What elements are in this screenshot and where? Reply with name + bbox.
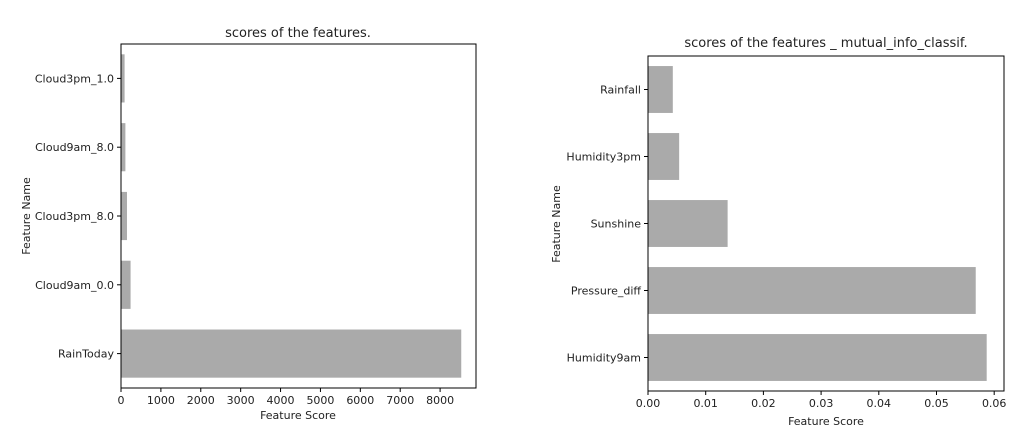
- bar: [648, 267, 976, 314]
- bar: [648, 66, 673, 113]
- y-tick-label: Cloud3pm_1.0: [35, 72, 114, 85]
- bar: [648, 334, 987, 381]
- x-tick-label: 0.00: [636, 397, 661, 410]
- bar: [121, 191, 127, 241]
- x-tick-label: 5000: [306, 394, 334, 407]
- bar: [648, 133, 680, 180]
- x-tick-label: 0.03: [809, 397, 834, 410]
- bar: [121, 54, 125, 103]
- x-tick-label: 0: [118, 394, 125, 407]
- x-tick-label: 4000: [267, 394, 295, 407]
- chart-title: scores of the features _ mutual_info_cla…: [684, 36, 967, 51]
- bar: [121, 123, 126, 172]
- y-tick-label: Humidity3pm: [566, 151, 641, 164]
- x-tick-label: 0.06: [982, 397, 1007, 410]
- bar: [121, 260, 131, 309]
- x-tick-label: 0.01: [693, 397, 718, 410]
- x-tick-label: 8000: [426, 394, 454, 407]
- x-tick-label: 0.02: [751, 397, 776, 410]
- y-axis-label: Feature Name: [550, 185, 563, 263]
- chart-mutual-info-scores: scores of the features _ mutual_info_cla…: [550, 36, 1006, 428]
- x-tick-label: 2000: [187, 394, 215, 407]
- plot-frame: [647, 55, 1005, 392]
- x-axis-label: Feature Score: [788, 415, 864, 428]
- y-axis-label: Feature Name: [20, 177, 33, 255]
- chart-feature-scores: scores of the features. Feature Score Fe…: [20, 26, 477, 422]
- x-tick-label: 1000: [147, 394, 175, 407]
- bar: [648, 200, 728, 247]
- x-tick-label: 0.04: [867, 397, 892, 410]
- y-tick-label: Cloud9am_0.0: [35, 279, 114, 292]
- y-tick-label: Humidity9am: [567, 352, 641, 365]
- x-axis-label: Feature Score: [260, 409, 336, 422]
- x-tick-label: 6000: [346, 394, 374, 407]
- y-tick-label: Sunshine: [591, 218, 642, 231]
- y-tick-label: Cloud9am_8.0: [35, 141, 114, 154]
- chart-title: scores of the features.: [225, 26, 371, 41]
- y-tick-label: Rainfall: [600, 84, 641, 97]
- plot-frame: [120, 43, 477, 389]
- x-tick-label: 0.05: [924, 397, 949, 410]
- bar: [121, 329, 462, 378]
- y-tick-label: RainToday: [58, 348, 114, 361]
- y-tick-label: Pressure_diff: [571, 285, 642, 298]
- x-tick-label: 7000: [386, 394, 414, 407]
- y-tick-label: Cloud3pm_8.0: [35, 210, 114, 223]
- x-tick-label: 3000: [227, 394, 255, 407]
